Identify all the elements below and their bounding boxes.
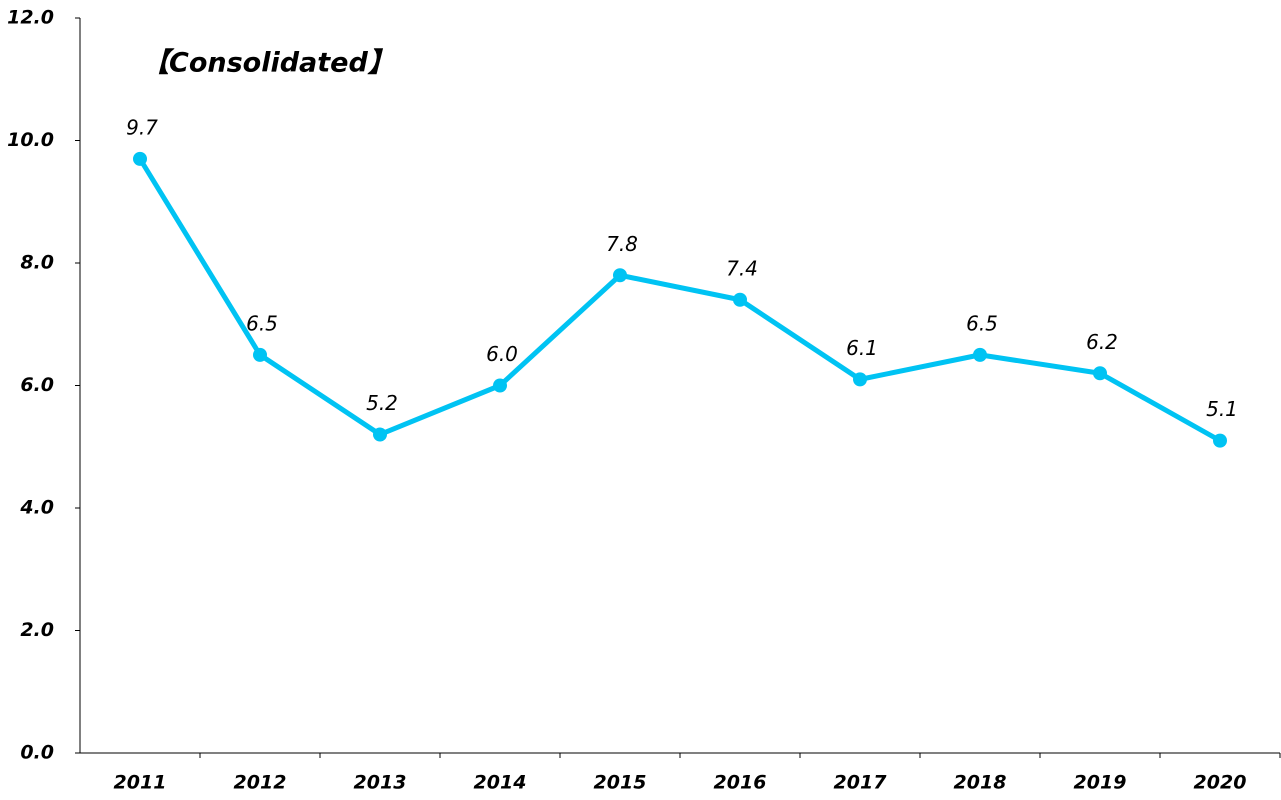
series-line — [137, 157, 1222, 443]
x-tick-label: 2012 — [234, 772, 287, 794]
x-tick-label: 2018 — [954, 772, 1007, 794]
data-label: 9.7 — [126, 115, 158, 139]
data-point — [493, 378, 507, 393]
data-point — [133, 151, 147, 166]
data-label: 6.5 — [246, 311, 278, 335]
x-tick-label: 2015 — [594, 772, 647, 794]
data-point — [853, 372, 867, 387]
data-point — [733, 292, 747, 307]
data-point — [613, 268, 627, 283]
y-tick-label: 8.0 — [20, 252, 54, 274]
data-label: 5.1 — [1206, 397, 1238, 421]
x-tick-label: 2011 — [114, 772, 167, 794]
data-point — [973, 347, 987, 362]
x-tick-label: 2014 — [474, 772, 527, 794]
data-point — [373, 427, 387, 442]
y-tick-label: 10.0 — [7, 129, 54, 151]
data-label: 6.2 — [1086, 330, 1118, 354]
data-point — [1213, 433, 1227, 448]
y-tick-label: 12.0 — [7, 7, 54, 29]
y-tick-label: 0.0 — [20, 742, 54, 764]
x-tick-label: 2017 — [834, 772, 888, 794]
data-label: 5.2 — [366, 391, 398, 415]
data-label: 6.0 — [486, 342, 518, 366]
data-label: 7.8 — [606, 232, 638, 256]
x-tick-label: 2019 — [1074, 772, 1127, 794]
x-tick-label: 2020 — [1194, 772, 1247, 794]
data-label: 6.5 — [966, 311, 998, 335]
chart-title: 【Consolidated】 — [142, 48, 395, 79]
y-tick-label: 2.0 — [20, 619, 54, 641]
data-label: 7.4 — [726, 256, 758, 280]
data-label: 6.1 — [846, 336, 878, 360]
y-tick-label: 4.0 — [19, 497, 54, 519]
data-point — [1093, 366, 1107, 381]
x-tick-label: 2016 — [714, 772, 767, 794]
x-tick-label: 2013 — [354, 772, 407, 794]
data-point — [253, 347, 267, 362]
y-tick-label: 6.0 — [20, 374, 54, 396]
